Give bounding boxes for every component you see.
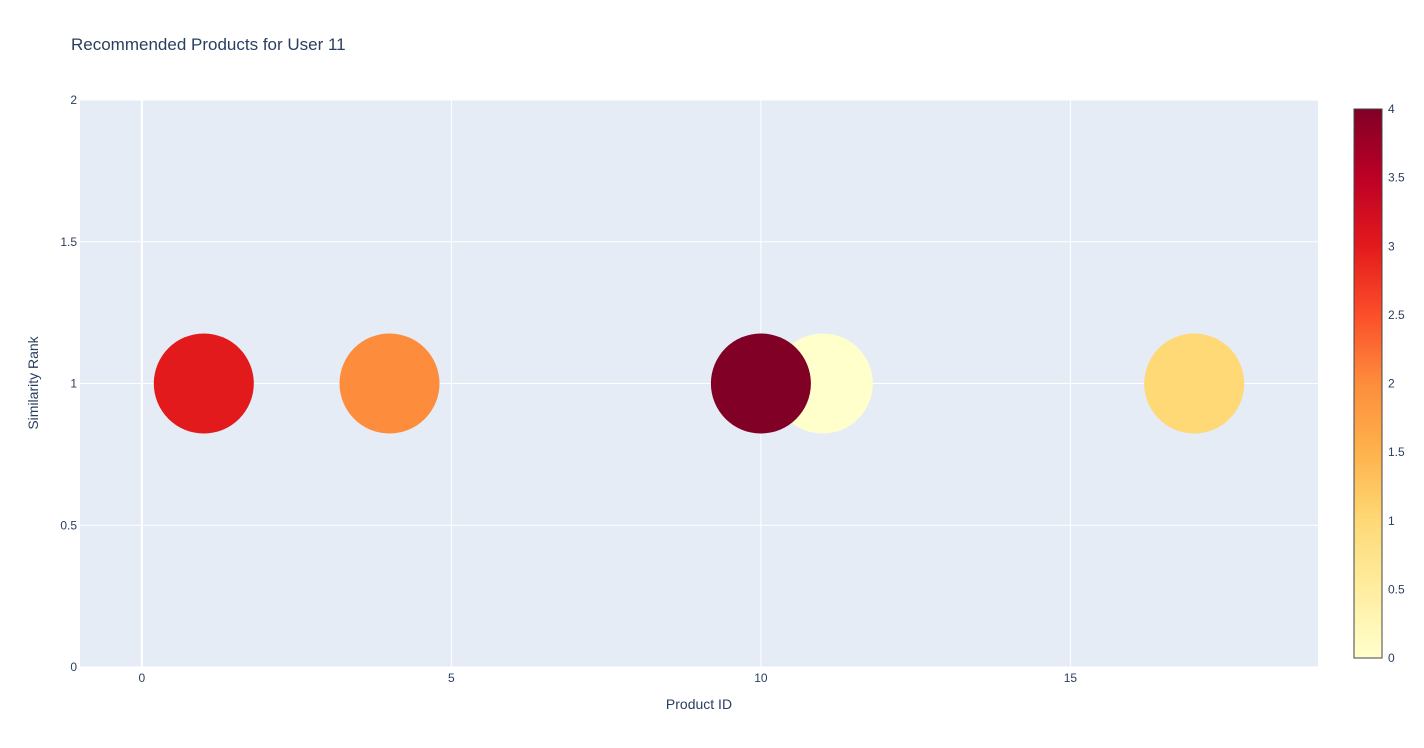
y-tick-label: 0.5: [60, 518, 77, 532]
x-axis-title: Product ID: [666, 696, 732, 712]
chart-title: Recommended Products for User 11: [71, 35, 346, 54]
y-tick-label: 1: [70, 377, 77, 391]
x-tick-label: 10: [754, 671, 768, 685]
colorbar-tick-label: 1: [1388, 514, 1395, 528]
colorbar-tick-label: 3.5: [1388, 171, 1405, 185]
colorbar: [1353, 108, 1383, 659]
colorbar-tick-label: 0: [1388, 651, 1395, 665]
colorbar-tick-label: 0.5: [1388, 582, 1405, 596]
data-points: [153, 333, 1245, 434]
colorbar-tick-label: 2: [1388, 377, 1395, 391]
x-tick-label: 15: [1064, 671, 1078, 685]
x-tick-label: 0: [139, 671, 146, 685]
y-axis-title: Similarity Rank: [25, 335, 41, 429]
colorbar-tick-label: 3: [1388, 239, 1395, 253]
y-tick-label: 1.5: [60, 235, 77, 249]
x-tick-labels: 0 5 10 15: [139, 671, 1078, 685]
colorbar-tick-label: 4: [1388, 102, 1395, 116]
y-tick-labels: 0 0.5 1 1.5 2: [60, 93, 77, 674]
colorbar-tick-labels: 0 0.5 1 1.5 2 2.5 3 3.5 4: [1388, 102, 1405, 665]
data-point: [339, 333, 440, 434]
colorbar-tick-label: 1.5: [1388, 445, 1405, 459]
colorbar-tick-label: 2.5: [1388, 308, 1405, 322]
data-point: [1144, 333, 1245, 434]
y-tick-label: 2: [70, 93, 77, 107]
x-tick-label: 5: [448, 671, 455, 685]
y-tick-label: 0: [70, 660, 77, 674]
data-point: [153, 333, 254, 434]
data-point: [710, 333, 811, 434]
